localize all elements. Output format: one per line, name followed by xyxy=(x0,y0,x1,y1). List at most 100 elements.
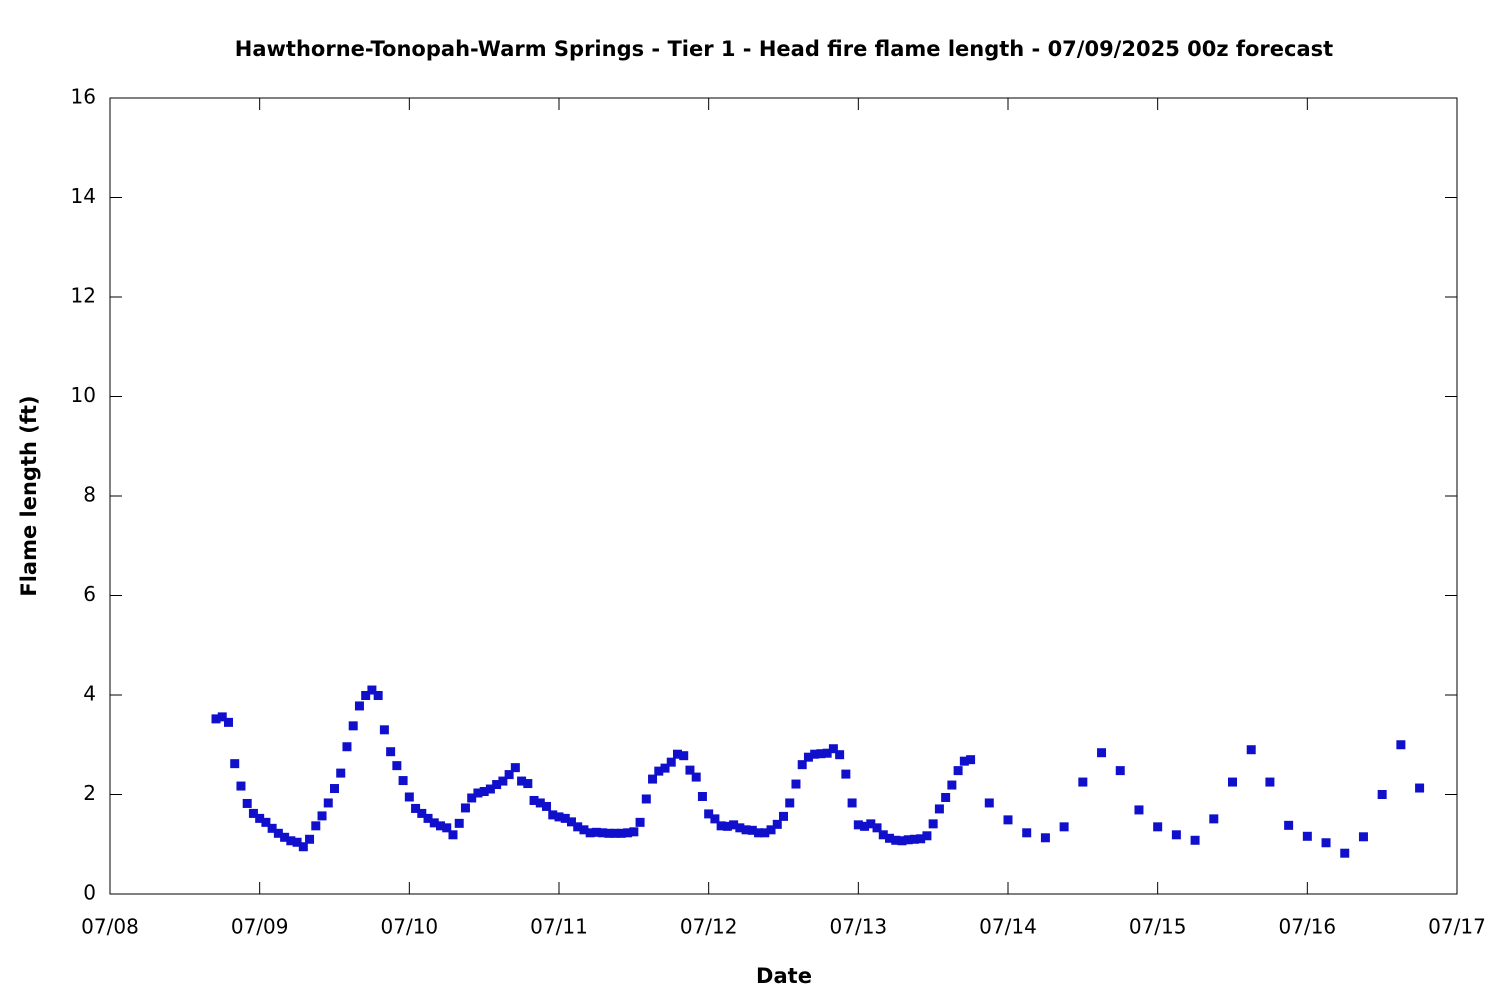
point xyxy=(679,751,689,761)
point xyxy=(336,768,346,778)
point xyxy=(417,808,427,818)
point xyxy=(822,748,832,758)
point xyxy=(317,811,327,821)
point xyxy=(629,827,639,837)
point xyxy=(1115,766,1125,776)
point xyxy=(436,821,446,831)
point xyxy=(922,831,932,841)
plot-frame xyxy=(109,97,1458,895)
point xyxy=(779,811,788,821)
point xyxy=(1209,814,1219,824)
point xyxy=(573,822,583,832)
point xyxy=(828,744,838,754)
point xyxy=(816,749,826,759)
point xyxy=(1246,745,1256,755)
point xyxy=(510,763,520,773)
point xyxy=(791,779,801,789)
point xyxy=(947,780,957,790)
point xyxy=(928,819,938,829)
point xyxy=(1265,777,1275,787)
point xyxy=(473,788,483,798)
point xyxy=(217,712,227,722)
point xyxy=(248,808,258,818)
point xyxy=(766,825,776,835)
point xyxy=(623,828,633,838)
point xyxy=(710,814,720,824)
point xyxy=(860,821,870,831)
point xyxy=(535,798,545,808)
y-axis-label: Flame length (ft) xyxy=(17,395,41,596)
point xyxy=(891,835,901,845)
point xyxy=(242,798,252,808)
point xyxy=(704,809,714,819)
point xyxy=(367,685,377,695)
point xyxy=(305,834,315,844)
y-tick-label: 2 xyxy=(83,781,96,805)
point xyxy=(897,836,907,846)
point xyxy=(803,752,813,762)
point xyxy=(729,820,739,830)
point xyxy=(872,823,882,833)
point xyxy=(672,749,682,759)
point xyxy=(1003,815,1013,825)
point xyxy=(785,798,795,808)
point xyxy=(311,821,321,831)
x-axis-label: Date xyxy=(756,964,812,988)
point xyxy=(330,784,339,794)
point xyxy=(1134,805,1144,815)
point xyxy=(504,770,514,780)
point xyxy=(1059,822,1069,832)
x-tick-label: 07/13 xyxy=(830,915,888,939)
point xyxy=(373,690,383,700)
point xyxy=(467,793,477,803)
x-tick-label: 07/16 xyxy=(1279,915,1337,939)
point xyxy=(398,776,408,786)
point xyxy=(236,781,246,791)
point xyxy=(1022,828,1032,838)
point xyxy=(585,828,595,838)
point xyxy=(598,828,608,838)
point xyxy=(1396,740,1406,750)
point xyxy=(984,798,994,808)
point xyxy=(460,803,470,813)
point xyxy=(1340,848,1350,858)
point xyxy=(223,717,233,727)
point xyxy=(1153,822,1163,832)
point xyxy=(610,828,620,838)
point xyxy=(797,760,807,770)
point xyxy=(1321,838,1331,848)
point xyxy=(1078,777,1088,787)
point xyxy=(442,823,452,833)
point xyxy=(548,810,558,820)
point xyxy=(255,813,265,823)
point xyxy=(735,823,745,833)
point xyxy=(230,759,240,769)
point xyxy=(529,795,539,805)
point xyxy=(760,828,770,838)
x-tick-label: 07/17 xyxy=(1428,915,1486,939)
x-tick-label: 07/09 xyxy=(231,915,289,939)
point xyxy=(604,828,614,838)
point xyxy=(903,835,913,845)
point xyxy=(566,817,576,827)
point xyxy=(411,803,421,813)
point xyxy=(261,817,271,827)
chart-title: Hawthorne-Tonopah-Warm Springs - Tier 1 … xyxy=(235,37,1333,61)
point xyxy=(386,747,396,757)
y-tick-label: 8 xyxy=(83,483,96,507)
point xyxy=(1190,835,1200,845)
point xyxy=(1377,790,1387,799)
y-tick-label: 4 xyxy=(83,682,96,706)
point xyxy=(885,833,895,843)
point xyxy=(1284,820,1294,830)
point xyxy=(560,813,570,823)
point xyxy=(498,776,508,786)
point xyxy=(648,774,658,784)
point xyxy=(454,818,464,828)
y-tick-label: 0 xyxy=(83,881,96,905)
point xyxy=(298,842,308,852)
point xyxy=(273,828,283,838)
point xyxy=(361,690,371,700)
point xyxy=(517,776,527,786)
point xyxy=(716,821,726,831)
